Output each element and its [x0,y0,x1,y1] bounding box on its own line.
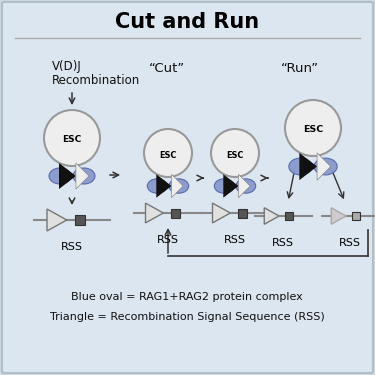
Text: Cut and Run: Cut and Run [115,12,259,32]
Text: ESC: ESC [226,150,244,159]
Text: “Cut”: “Cut” [149,62,185,75]
Text: “Run”: “Run” [281,62,319,75]
Circle shape [285,100,341,156]
Ellipse shape [73,168,95,184]
Polygon shape [264,208,279,224]
Text: RSS: RSS [224,235,246,245]
Polygon shape [299,153,317,180]
Polygon shape [146,203,164,223]
Bar [75,215,85,225]
Text: ESC: ESC [62,135,82,144]
Bar [171,209,180,218]
Ellipse shape [236,179,256,193]
Polygon shape [76,163,89,189]
Ellipse shape [289,158,312,175]
Ellipse shape [169,179,189,193]
Ellipse shape [214,179,234,193]
Circle shape [44,110,100,166]
Text: RSS: RSS [339,238,361,248]
Circle shape [211,129,259,177]
Circle shape [144,129,192,177]
Text: RSS: RSS [157,235,179,245]
Polygon shape [156,174,171,198]
Polygon shape [47,209,67,231]
Text: Recombination: Recombination [52,74,140,87]
Ellipse shape [147,179,167,193]
Polygon shape [238,174,250,198]
Text: V(D)J: V(D)J [52,60,82,73]
Bar [352,212,360,220]
Text: RSS: RSS [61,242,83,252]
Polygon shape [331,208,346,224]
Ellipse shape [49,168,71,184]
Text: Blue oval = RAG1+RAG2 protein complex: Blue oval = RAG1+RAG2 protein complex [71,292,303,302]
Polygon shape [213,203,230,223]
Polygon shape [223,174,238,198]
Ellipse shape [314,158,337,175]
Polygon shape [59,163,76,189]
Text: ESC: ESC [303,126,323,135]
Text: RSS: RSS [272,238,294,248]
Text: Triangle = Recombination Signal Sequence (RSS): Triangle = Recombination Signal Sequence… [50,312,324,322]
Text: ESC: ESC [159,150,177,159]
Bar [238,209,247,218]
Polygon shape [317,153,331,180]
Polygon shape [171,174,183,198]
FancyBboxPatch shape [2,2,373,373]
Bar [285,212,293,220]
